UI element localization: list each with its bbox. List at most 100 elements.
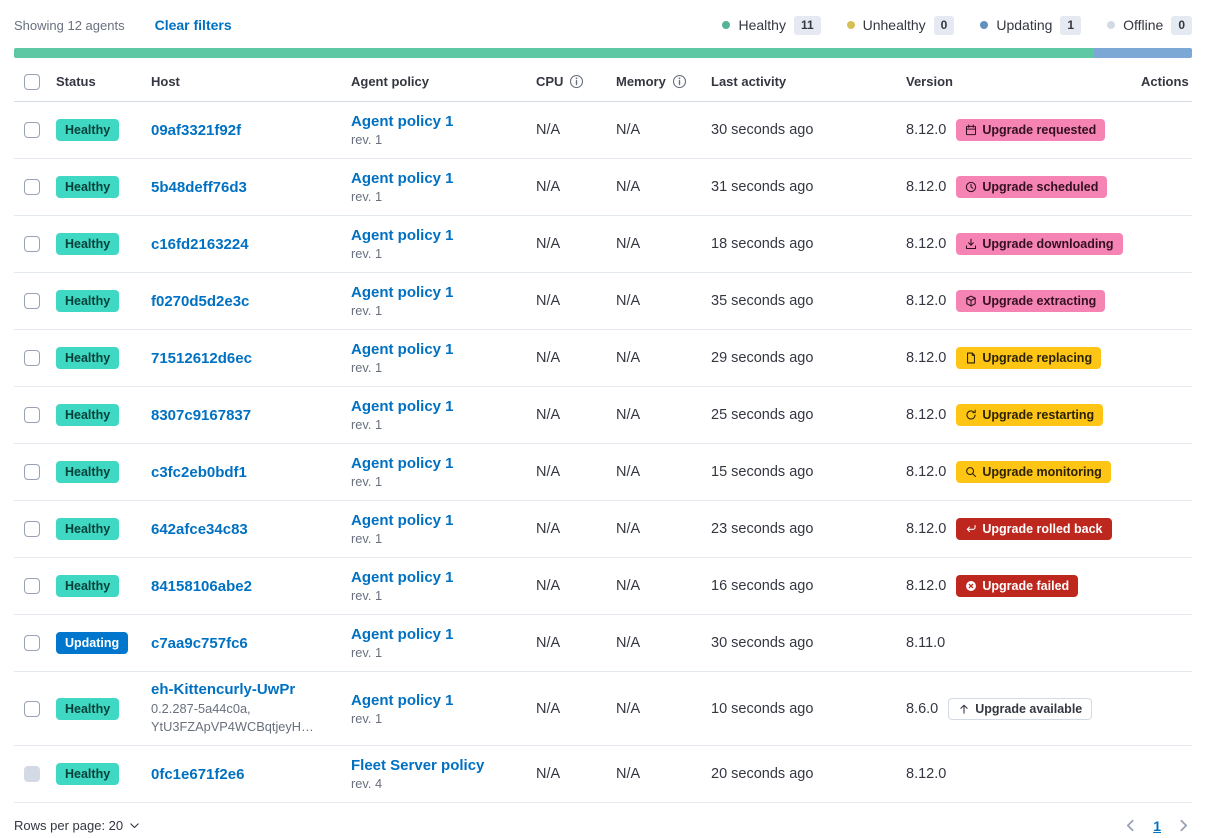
agents-toolbar: Showing 12 agents Clear filters Healthy 1…: [14, 12, 1192, 38]
cpu-value: N/A: [536, 521, 561, 537]
agent-version: 8.12.0: [906, 350, 947, 366]
row-checkbox[interactable]: [24, 635, 40, 651]
cpu-value: N/A: [536, 635, 561, 651]
legend-count-badge: 11: [793, 15, 821, 35]
status-badge: Healthy: [56, 461, 120, 483]
info-icon[interactable]: [672, 74, 687, 89]
host-link[interactable]: eh-Kittencurly-UwPr: [151, 681, 296, 699]
info-icon[interactable]: [569, 74, 584, 89]
agent-policy-link[interactable]: Agent policy 1: [351, 455, 454, 472]
last-activity-value: 18 seconds ago: [711, 236, 814, 252]
host-link[interactable]: 84158106abe2: [151, 577, 252, 595]
memory-value: N/A: [616, 179, 641, 195]
column-header-memory[interactable]: Memory: [610, 74, 705, 89]
host-link[interactable]: c7aa9c757fc6: [151, 634, 248, 652]
table-row: Healthy 8307c9167837 Agent policy 1 rev.…: [14, 387, 1192, 444]
showing-agents-count: Showing 12 agents: [14, 17, 125, 33]
select-all-checkbox[interactable]: [24, 73, 40, 90]
column-header-host[interactable]: Host: [151, 74, 180, 89]
agent-policy-link[interactable]: Agent policy 1: [351, 227, 454, 244]
row-checkbox[interactable]: [24, 521, 40, 537]
table-row: Healthy eh-Kittencurly-UwPr 0.2.287-5a44…: [14, 672, 1192, 746]
host-link[interactable]: 0fc1e671f2e6: [151, 765, 245, 783]
agent-policy-link[interactable]: Agent policy 1: [351, 341, 454, 358]
clear-filters-link[interactable]: Clear filters: [154, 17, 232, 33]
agent-policy-link[interactable]: Agent policy 1: [351, 512, 454, 529]
row-checkbox[interactable]: [24, 236, 40, 252]
policy-revision: rev. 1: [351, 246, 383, 261]
agent-policy-link[interactable]: Agent policy 1: [351, 398, 454, 415]
column-header-agent-policy[interactable]: Agent policy: [351, 74, 430, 89]
upgrade-status-badge: Upgrade replacing: [956, 347, 1102, 369]
host-link[interactable]: c3fc2eb0bdf1: [151, 463, 247, 481]
upgrade-status-badge: Upgrade rolled back: [956, 518, 1112, 540]
actions-menu-button[interactable]: [1180, 525, 1188, 533]
agent-policy-link[interactable]: Fleet Server policy: [351, 757, 485, 774]
host-link[interactable]: c16fd2163224: [151, 235, 249, 253]
row-checkbox[interactable]: [24, 700, 40, 717]
upgrade-status-badge: Upgrade extracting: [956, 290, 1106, 312]
actions-menu-button[interactable]: [1180, 183, 1188, 191]
row-checkbox[interactable]: [24, 350, 40, 366]
actions-menu-button[interactable]: [1180, 240, 1188, 248]
agent-policy-link[interactable]: Agent policy 1: [351, 691, 454, 709]
column-header-status[interactable]: Status: [56, 74, 96, 89]
policy-revision: rev. 1: [351, 710, 383, 726]
memory-value: N/A: [616, 521, 641, 537]
column-header-version[interactable]: Version: [906, 74, 953, 89]
legend-count-badge: 0: [1171, 15, 1192, 35]
actions-menu-button[interactable]: [1180, 411, 1188, 419]
legend-item-unhealthy: Unhealthy 0: [846, 15, 955, 35]
rows-per-page-select[interactable]: Rows per page: 20: [14, 818, 141, 833]
host-link[interactable]: 09af3321f92f: [151, 121, 242, 139]
actions-menu-button[interactable]: [1180, 468, 1188, 476]
host-link[interactable]: 71512612d6ec: [151, 349, 252, 367]
status-badge: Healthy: [56, 763, 120, 785]
column-header-cpu[interactable]: CPU: [530, 74, 610, 89]
agent-policy-link[interactable]: Agent policy 1: [351, 284, 454, 301]
row-checkbox[interactable]: [24, 293, 40, 309]
upgrade-status-badge: Upgrade monitoring: [956, 461, 1111, 483]
status-badge: Healthy: [56, 233, 120, 255]
agent-policy-link[interactable]: Agent policy 1: [351, 170, 454, 187]
actions-menu-button[interactable]: [1180, 126, 1188, 134]
agent-version: 8.12.0: [906, 293, 947, 309]
table-body: Healthy 09af3321f92f Agent policy 1 rev.…: [14, 102, 1192, 803]
row-checkbox[interactable]: [24, 407, 40, 423]
next-page-button[interactable]: [1175, 817, 1192, 834]
row-checkbox[interactable]: [24, 122, 40, 138]
clock-icon: [965, 181, 977, 193]
page-number-1[interactable]: 1: [1153, 817, 1161, 834]
column-header-last-activity[interactable]: Last activity: [711, 74, 787, 89]
host-metadata: 0.2.287-5a44c0a, YtU3FZApVP4WCBqtjeyH…: [151, 701, 314, 734]
previous-page-button[interactable]: [1122, 817, 1139, 834]
row-checkbox[interactable]: [24, 578, 40, 594]
legend-item-offline: Offline 0: [1107, 15, 1192, 35]
error-icon: [965, 580, 977, 592]
status-badge: Healthy: [56, 119, 120, 141]
memory-value: N/A: [616, 635, 641, 651]
actions-menu-button[interactable]: [1180, 354, 1188, 362]
actions-menu-button[interactable]: [1180, 297, 1188, 305]
host-link[interactable]: 642afce34c83: [151, 520, 248, 538]
actions-menu-button[interactable]: [1180, 770, 1188, 778]
last-activity-value: 30 seconds ago: [711, 122, 814, 138]
agent-policy-link[interactable]: Agent policy 1: [351, 569, 454, 586]
agent-policy-link[interactable]: Agent policy 1: [351, 626, 454, 643]
agent-policy-link[interactable]: Agent policy 1: [351, 113, 454, 130]
host-link[interactable]: 8307c9167837: [151, 406, 252, 424]
legend-label: Updating: [996, 17, 1053, 33]
policy-revision: rev. 1: [351, 531, 383, 546]
actions-menu-button[interactable]: [1180, 582, 1188, 590]
host-link[interactable]: f0270d5d2e3c: [151, 292, 250, 310]
pagination: 1: [1122, 817, 1192, 834]
actions-menu-button[interactable]: [1180, 705, 1188, 713]
policy-revision: rev. 1: [351, 417, 383, 432]
row-checkbox[interactable]: [24, 179, 40, 195]
host-link[interactable]: 5b48deff76d3: [151, 178, 247, 196]
table-row: Updating c7aa9c757fc6 Agent policy 1 rev…: [14, 615, 1192, 672]
actions-menu-button[interactable]: [1180, 639, 1188, 647]
memory-value: N/A: [616, 293, 641, 309]
row-checkbox[interactable]: [24, 464, 40, 480]
status-legend: Healthy 11 Unhealthy 0 Updating 1 Offline 0: [722, 15, 1192, 35]
